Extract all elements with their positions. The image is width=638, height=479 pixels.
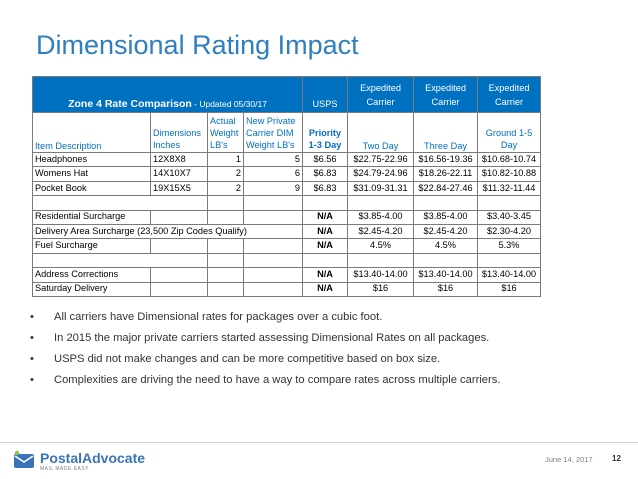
item-dim-weight: 6 xyxy=(243,166,303,182)
surcharge-two-day: $3.85-4.00 xyxy=(347,209,414,225)
item-actual-weight: 2 xyxy=(207,180,244,197)
fee-two-day: $16 xyxy=(347,281,414,297)
item-actual-weight: 2 xyxy=(207,166,244,182)
table-row-headphones: Headphones 12X8X8 1 5 $6.56 $22.75-22.96… xyxy=(32,151,541,168)
header-expedited-two-day: Expedited Carrier xyxy=(347,76,414,113)
item-dims: 14X10X7 xyxy=(150,166,208,182)
col-item-description: Item Description xyxy=(32,112,151,153)
item-dims: 12X8X8 xyxy=(150,151,208,168)
rate-comparison-table: Zone 4 Rate Comparison - Updated 05/30/1… xyxy=(32,76,541,297)
table-row-blank xyxy=(32,252,541,269)
table-row-address-corrections: Address Corrections N/A $13.40-14.00 $13… xyxy=(32,267,541,283)
zone-title: Zone 4 Rate Comparison xyxy=(68,97,192,110)
item-usps-rate: $6.56 xyxy=(302,151,348,168)
table-row-blank xyxy=(32,195,541,211)
fee-three-day: $16 xyxy=(413,281,478,297)
item-dim-weight: 5 xyxy=(243,151,303,168)
sub-header-row: Item Description Dimensions Inches Actua… xyxy=(32,112,541,153)
surcharge-usps: N/A xyxy=(302,223,348,240)
surcharge-usps: N/A xyxy=(302,238,348,254)
logo-tagline: MAIL MADE EASY xyxy=(40,465,90,472)
fee-usps: N/A xyxy=(302,267,348,283)
item-usps-rate: $6.83 xyxy=(302,166,348,182)
col-two-day: Two Day xyxy=(347,112,414,153)
col-dim-weight: New Private Carrier DIM Weight LB's xyxy=(243,112,303,153)
surcharge-name: Residential Surcharge xyxy=(32,209,151,225)
surcharge-three-day: 4.5% xyxy=(413,238,478,254)
fee-ground: $16 xyxy=(477,281,541,297)
item-dim-weight: 9 xyxy=(243,180,303,197)
col-priority: Priority 1-3 Day xyxy=(302,112,348,153)
item-ground-rate: $10.82-10.88 xyxy=(477,166,541,182)
item-two-day-rate: $22.75-22.96 xyxy=(347,151,414,168)
item-name: Headphones xyxy=(32,151,151,168)
bullet-item: In 2015 the major private carriers start… xyxy=(30,332,500,344)
fee-name: Address Corrections xyxy=(32,267,151,283)
surcharge-ground: 5.3% xyxy=(477,238,541,254)
fee-name: Saturday Delivery xyxy=(32,281,151,297)
item-three-day-rate: $22.84-27.46 xyxy=(413,180,478,197)
surcharge-ground: $2.30-4.20 xyxy=(477,223,541,240)
item-dims: 19X15X5 xyxy=(150,180,208,197)
slide-title: Dimensional Rating Impact xyxy=(36,30,359,60)
surcharge-ground: $3.40-3.45 xyxy=(477,209,541,225)
bullet-list: All carriers have Dimensional rates for … xyxy=(30,311,500,395)
fee-three-day: $13.40-14.00 xyxy=(413,267,478,283)
bullet-item: USPS did not make changes and can be mor… xyxy=(30,353,500,365)
surcharge-three-day: $3.85-4.00 xyxy=(413,209,478,225)
fee-ground: $13.40-14.00 xyxy=(477,267,541,283)
header-usps: USPS xyxy=(302,76,348,113)
table-row-saturday-delivery: Saturday Delivery N/A $16 $16 $16 xyxy=(32,281,541,297)
footer-date: June 14, 2017 xyxy=(545,455,593,464)
col-three-day: Three Day xyxy=(413,112,478,153)
col-actual-weight: Actual Weight LB's xyxy=(207,112,244,153)
header-expedited-three-day: Expedited Carrier xyxy=(413,76,478,113)
surcharge-three-day: $2.45-4.20 xyxy=(413,223,478,240)
table-row-delivery-area-surcharge: Delivery Area Surcharge (23,500 Zip Code… xyxy=(32,223,541,240)
bullet-item: All carriers have Dimensional rates for … xyxy=(30,311,500,323)
table-row-womens-hat: Womens Hat 14X10X7 2 6 $6.83 $24.79-24.9… xyxy=(32,166,541,182)
logo-name: PostalAdvocate xyxy=(40,449,146,466)
table-row-fuel-surcharge: Fuel Surcharge N/A 4.5% 4.5% 5.3% xyxy=(32,238,541,254)
item-two-day-rate: $24.79-24.96 xyxy=(347,166,414,182)
col-ground: Ground 1-5 Day xyxy=(477,112,541,153)
item-ground-rate: $11.32-11.44 xyxy=(477,180,541,197)
table-header-row: Zone 4 Rate Comparison - Updated 05/30/1… xyxy=(32,76,541,113)
table-row-pocket-book: Pocket Book 19X15X5 2 9 $6.83 $31.09-31.… xyxy=(32,180,541,197)
surcharge-two-day: $2.45-4.20 xyxy=(347,223,414,240)
item-three-day-rate: $18.26-22.11 xyxy=(413,166,478,182)
zone-title-cell: Zone 4 Rate Comparison - Updated 05/30/1… xyxy=(32,76,303,113)
surcharge-usps: N/A xyxy=(302,209,348,225)
surcharge-two-day: 4.5% xyxy=(347,238,414,254)
fee-two-day: $13.40-14.00 xyxy=(347,267,414,283)
item-name: Pocket Book xyxy=(32,180,151,197)
bullet-item: Complexities are driving the need to hav… xyxy=(30,374,500,386)
header-expedited-ground: Expedited Carrier xyxy=(477,76,541,113)
fee-usps: N/A xyxy=(302,281,348,297)
table-row-residential-surcharge: Residential Surcharge N/A $3.85-4.00 $3.… xyxy=(32,209,541,225)
envelope-logo-icon xyxy=(14,450,34,468)
item-two-day-rate: $31.09-31.31 xyxy=(347,180,414,197)
postal-advocate-logo: PostalAdvocate MAIL MADE EASY xyxy=(12,449,145,473)
item-usps-rate: $6.83 xyxy=(302,180,348,197)
col-dimensions: Dimensions Inches xyxy=(150,112,208,153)
item-actual-weight: 1 xyxy=(207,151,244,168)
zone-updated: - Updated 05/30/17 xyxy=(191,98,267,109)
surcharge-name: Fuel Surcharge xyxy=(32,238,151,254)
footer-divider xyxy=(0,442,638,443)
item-name: Womens Hat xyxy=(32,166,151,182)
item-ground-rate: $10.68-10.74 xyxy=(477,151,541,168)
page-number: 12 xyxy=(612,454,621,463)
item-three-day-rate: $16.56-19.36 xyxy=(413,151,478,168)
surcharge-name: Delivery Area Surcharge (23,500 Zip Code… xyxy=(32,223,303,240)
